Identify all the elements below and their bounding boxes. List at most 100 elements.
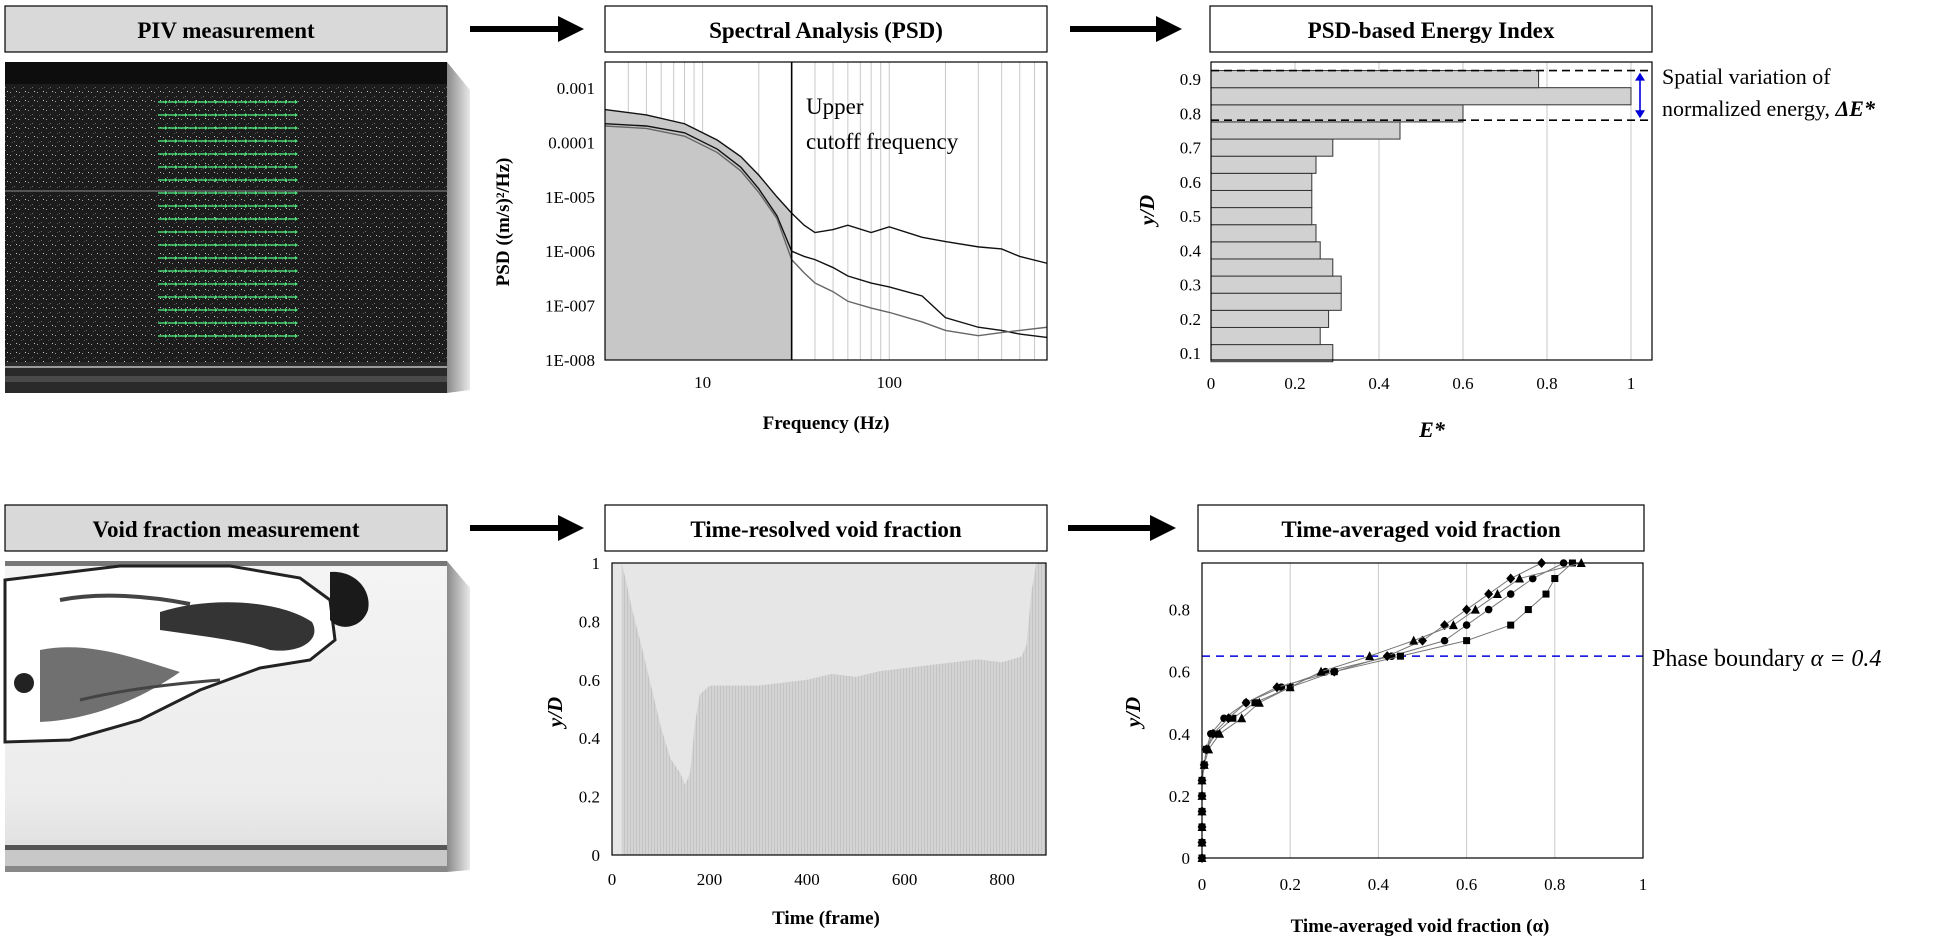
velocity-vector-head bbox=[255, 126, 258, 130]
velocity-vector-head bbox=[195, 152, 198, 156]
velocity-vector-head bbox=[275, 100, 278, 104]
tavf-point bbox=[1484, 605, 1493, 614]
energy-bar bbox=[1210, 70, 1540, 89]
velocity-vector-head bbox=[285, 230, 288, 234]
tavf-x-tick-label: 0.2 bbox=[1280, 875, 1301, 894]
psd-y-tick-label: 1E-006 bbox=[545, 242, 595, 261]
velocity-vector-head bbox=[195, 191, 198, 195]
velocity-vector-head bbox=[205, 256, 208, 260]
velocity-vector-head bbox=[245, 334, 248, 338]
velocity-vector-head bbox=[215, 152, 218, 156]
velocity-vector-head bbox=[235, 113, 238, 117]
velocity-vector-head bbox=[225, 139, 228, 143]
velocity-vector-field bbox=[158, 100, 298, 338]
velocity-vector-head bbox=[185, 308, 188, 312]
velocity-vector-head bbox=[225, 295, 228, 299]
velocity-vector-head bbox=[235, 334, 238, 338]
velocity-vector-head bbox=[195, 269, 198, 273]
velocity-vector-head bbox=[165, 334, 168, 338]
energy-title-box: PSD-based Energy Index bbox=[1209, 5, 1653, 53]
psd-title: Spectral Analysis (PSD) bbox=[709, 18, 943, 43]
energy-chart: 0.10.20.30.40.50.60.70.80.9 0 0.2 0.4 0.6 0.… bbox=[1135, 61, 1876, 442]
delta-arrow-head-top bbox=[1635, 72, 1645, 81]
velocity-vector-head bbox=[265, 308, 268, 312]
energy-bar bbox=[1210, 121, 1401, 140]
velocity-vector-head bbox=[165, 113, 168, 117]
tavf-x-tick-label: 1 bbox=[1639, 875, 1648, 894]
energy-x-tick-label: 0.6 bbox=[1452, 374, 1473, 393]
velocity-vector-head bbox=[225, 308, 228, 312]
velocity-vector-head bbox=[295, 178, 298, 182]
velocity-vector-head bbox=[195, 334, 198, 338]
velocity-vector-head bbox=[165, 243, 168, 247]
velocity-vector-head bbox=[175, 113, 178, 117]
tavf-gridlines bbox=[1289, 563, 1556, 858]
energy-annotation-text: normalized energy, bbox=[1662, 96, 1836, 121]
velocity-vector-head bbox=[295, 100, 298, 104]
velocity-vector-head bbox=[225, 321, 228, 325]
tavf-point bbox=[1382, 651, 1392, 662]
velocity-vector-head bbox=[275, 308, 278, 312]
tavf-plot-frame bbox=[1201, 562, 1644, 859]
psd-chart: Upper cutoff frequency 0.001 0.0001 1E-005… bbox=[493, 61, 1048, 434]
velocity-vector-head bbox=[225, 178, 228, 182]
velocity-vector-head bbox=[225, 243, 228, 247]
trvf-y-tick-label: 0.4 bbox=[579, 729, 601, 748]
velocity-vector-head bbox=[265, 295, 268, 299]
velocity-vector-head bbox=[175, 152, 178, 156]
trvf-x-axis-label: Time (frame) bbox=[772, 908, 880, 929]
velocity-vector-head bbox=[185, 191, 188, 195]
velocity-vector-head bbox=[225, 191, 228, 195]
velocity-vector-head bbox=[205, 113, 208, 117]
velocity-vector-head bbox=[165, 152, 168, 156]
velocity-vector-head bbox=[225, 152, 228, 156]
tavf-point bbox=[1484, 589, 1494, 600]
psd-x-tick-label: 10 bbox=[694, 373, 711, 392]
velocity-vector-head bbox=[205, 334, 208, 338]
velocity-vector-head bbox=[285, 295, 288, 299]
velocity-vector-head bbox=[265, 217, 268, 221]
tavf-x-tick-labels: 0 0.2 0.4 0.6 0.8 1 bbox=[1198, 875, 1648, 894]
energy-bar bbox=[1210, 241, 1321, 260]
velocity-vector-head bbox=[185, 126, 188, 130]
velocity-vector-head bbox=[195, 100, 198, 104]
velocity-vector-head bbox=[195, 178, 198, 182]
velocity-vector-head bbox=[205, 126, 208, 130]
velocity-vector-head bbox=[285, 178, 288, 182]
energy-bar bbox=[1210, 326, 1321, 346]
velocity-vector-head bbox=[285, 308, 288, 312]
velocity-vector-head bbox=[215, 217, 218, 221]
psd-filled-region bbox=[605, 109, 792, 360]
trvf-y-tick-label: 0.6 bbox=[579, 671, 600, 690]
velocity-vector-head bbox=[245, 165, 248, 169]
trvf-y-tick-label: 0 bbox=[592, 846, 601, 865]
tavf-y-tick-label: 0 bbox=[1182, 849, 1191, 868]
velocity-vector-head bbox=[255, 113, 258, 117]
velocity-vector-head bbox=[215, 178, 218, 182]
velocity-vector-head bbox=[185, 204, 188, 208]
velocity-vector-head bbox=[195, 113, 198, 117]
energy-bar bbox=[1210, 189, 1313, 209]
energy-y-tick-labels: 0.1 0.2 0.3 0.4 0.5 0.6 0.7 0.8 0.9 bbox=[1180, 70, 1202, 363]
energy-bar bbox=[1210, 138, 1334, 157]
velocity-vector-head bbox=[265, 100, 268, 104]
velocity-vector-head bbox=[175, 230, 178, 234]
velocity-vector-head bbox=[265, 243, 268, 247]
velocity-vector-head bbox=[215, 334, 218, 338]
velocity-vector-head bbox=[265, 165, 268, 169]
velocity-vector-head bbox=[275, 139, 278, 143]
velocity-vector-head bbox=[295, 243, 298, 247]
tavf-point bbox=[1365, 651, 1375, 661]
trvf-x-tick-label: 400 bbox=[794, 870, 820, 889]
velocity-vector-head bbox=[215, 165, 218, 169]
velocity-vector-head bbox=[245, 152, 248, 156]
velocity-vector-head bbox=[275, 126, 278, 130]
velocity-vector-head bbox=[295, 269, 298, 273]
energy-y-tick-label: 0.2 bbox=[1180, 310, 1201, 329]
arrow-piv-to-psd bbox=[470, 16, 584, 42]
velocity-vector-head bbox=[225, 113, 228, 117]
velocity-vector-head bbox=[215, 295, 218, 299]
velocity-vector-head bbox=[165, 269, 168, 273]
velocity-vector-head bbox=[235, 308, 238, 312]
energy-x-axis-label: E* bbox=[1418, 417, 1446, 442]
